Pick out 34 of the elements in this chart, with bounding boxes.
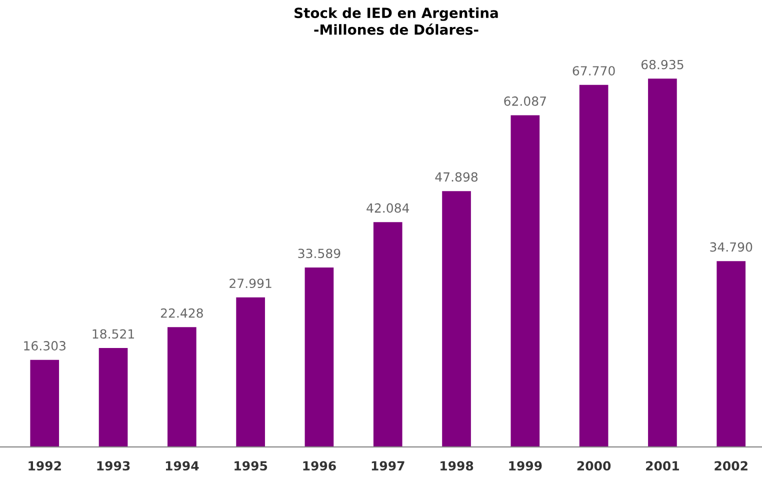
bar xyxy=(30,360,60,447)
bar xyxy=(579,84,608,447)
x-tick-label: 1992 xyxy=(28,461,61,471)
data-label: 67.770 xyxy=(572,66,615,76)
x-tick-label: 2000 xyxy=(577,461,611,471)
data-label: 22.428 xyxy=(160,308,203,318)
data-label: 33.589 xyxy=(298,248,340,258)
data-label: 34.790 xyxy=(710,242,752,252)
x-tick-label: 1999 xyxy=(509,461,542,471)
data-label: 16.303 xyxy=(24,341,66,351)
x-tick-label: 1993 xyxy=(97,461,130,471)
bar xyxy=(648,78,677,447)
x-tick-label: 1994 xyxy=(166,461,199,471)
data-label: 62.087 xyxy=(504,96,546,106)
x-tick-label: 2001 xyxy=(646,461,679,471)
bar xyxy=(304,268,334,447)
data-label: 27.991 xyxy=(230,278,272,288)
bar xyxy=(510,115,540,447)
x-tick-label: 1997 xyxy=(372,461,404,471)
bar xyxy=(236,297,265,447)
chart-title: Stock de IED en Argentina -Millones de Dólares- xyxy=(294,7,498,35)
x-tick-label: 1996 xyxy=(303,461,336,471)
data-label: 68.935 xyxy=(641,60,684,70)
bar xyxy=(98,348,128,447)
x-tick-label: 1995 xyxy=(234,461,268,471)
bar xyxy=(716,261,746,447)
data-label: 18.521 xyxy=(92,329,134,339)
bar xyxy=(168,327,196,447)
x-tick-label: 2002 xyxy=(714,461,748,471)
x-tick-label: 1998 xyxy=(440,461,474,471)
data-label: 42.084 xyxy=(366,203,410,213)
bar xyxy=(442,191,471,447)
data-label: 47.898 xyxy=(435,172,478,182)
bar xyxy=(373,222,402,447)
